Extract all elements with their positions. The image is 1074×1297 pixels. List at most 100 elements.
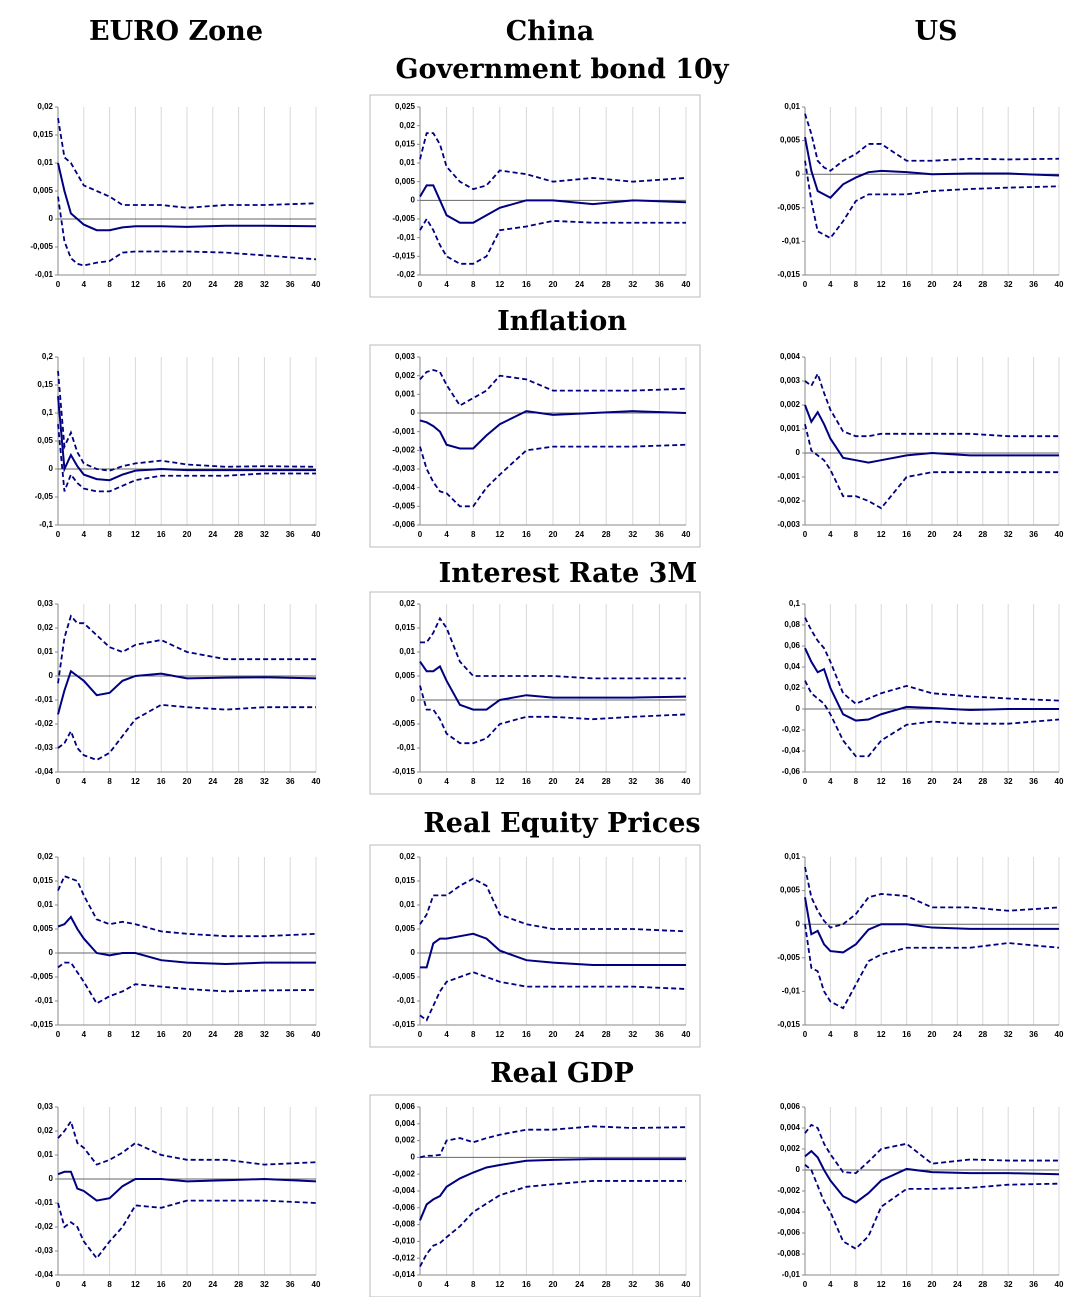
y-tick-label: -0,01 — [782, 987, 801, 996]
x-tick-label: 32 — [260, 280, 269, 289]
y-tick-label: 0 — [49, 671, 54, 680]
x-tick-label: 36 — [1029, 530, 1038, 539]
panel-frame — [369, 591, 701, 795]
confidence-band-line — [57, 118, 317, 209]
confidence-band-line — [419, 685, 687, 745]
confidence-band-line — [804, 617, 1060, 705]
y-tick-label: -0,015 — [777, 270, 800, 279]
y-tick-label: -0,01 — [35, 996, 54, 1005]
response-line — [419, 184, 687, 224]
x-tick-label: 4 — [828, 530, 833, 539]
y-tick-label: -0,005 — [392, 214, 415, 223]
y-tick-label: -0,012 — [392, 1253, 415, 1262]
y-tick-label: -0,015 — [30, 1020, 53, 1029]
panel: 0 4 8 12 16 20 24 28 32 36 40 -0,003 -0,002 -0,001 0 0,… — [777, 352, 1064, 539]
x-tick-label: 16 — [157, 777, 166, 786]
y-tick-label: 0,005 — [395, 177, 416, 186]
x-tick-label: 20 — [183, 777, 192, 786]
y-tick-label: 0,004 — [780, 1123, 801, 1132]
y-tick-label: 0,02 — [784, 683, 800, 692]
x-tick-label: 24 — [208, 530, 217, 539]
x-tick-label: 16 — [902, 280, 911, 289]
x-tick-label: 20 — [549, 777, 558, 786]
panel: 0 4 8 12 16 20 24 28 32 36 40 -0,006 -0,005 -0,004 -0,… — [369, 344, 701, 548]
y-tick-label: 0,015 — [395, 139, 416, 148]
y-tick-label: 0,015 — [33, 876, 54, 885]
x-tick-label: 40 — [682, 777, 691, 786]
y-tick-label: -0,006 — [392, 520, 415, 529]
x-tick-label: 0 — [56, 280, 61, 289]
y-tick-label: -0,004 — [392, 483, 415, 492]
x-tick-label: 28 — [978, 530, 987, 539]
y-tick-label: 0,03 — [37, 599, 53, 608]
x-tick-label: 24 — [575, 530, 584, 539]
x-tick-label: 0 — [56, 530, 61, 539]
y-tick-label: -0,001 — [392, 427, 415, 436]
column-title: China — [506, 16, 595, 47]
x-tick-label: 40 — [312, 1030, 321, 1039]
y-tick-label: -0,01 — [782, 1270, 801, 1279]
x-tick-label: 24 — [953, 1030, 962, 1039]
confidence-band-line — [419, 971, 687, 1022]
x-tick-label: 28 — [234, 1030, 243, 1039]
x-tick-label: 4 — [444, 1280, 449, 1289]
x-tick-label: 12 — [495, 530, 504, 539]
confidence-band-line — [419, 443, 687, 508]
x-tick-label: 40 — [682, 530, 691, 539]
x-tick-label: 16 — [522, 1280, 531, 1289]
x-tick-label: 20 — [928, 1030, 937, 1039]
y-tick-label: -0,008 — [392, 1220, 415, 1229]
panel: 0 4 8 12 16 20 24 28 32 36 40 -0,1 -0,05 0 0,05 0,1 0,15… — [35, 352, 321, 539]
y-tick-label: 0,005 — [780, 886, 801, 895]
y-tick-label: 0,05 — [37, 436, 53, 445]
y-tick-label: -0,004 — [392, 1186, 415, 1195]
y-tick-label: 0,01 — [399, 158, 415, 167]
y-tick-label: -0,03 — [35, 1246, 54, 1255]
x-tick-label: 40 — [1055, 1280, 1064, 1289]
x-tick-label: 24 — [953, 280, 962, 289]
response-line — [804, 404, 1059, 464]
x-tick-label: 40 — [1055, 530, 1064, 539]
x-tick-label: 36 — [286, 530, 295, 539]
x-tick-label: 16 — [522, 777, 531, 786]
x-tick-label: 28 — [978, 1280, 987, 1289]
y-tick-label: 0,001 — [780, 424, 801, 433]
x-tick-label: 36 — [655, 280, 664, 289]
y-tick-label: -0,01 — [35, 270, 54, 279]
y-tick-label: -0,002 — [777, 1186, 800, 1195]
x-tick-label: 32 — [260, 1280, 269, 1289]
x-tick-label: 4 — [82, 777, 87, 786]
y-tick-label: 0,02 — [37, 623, 53, 632]
y-tick-label: 0,02 — [37, 1126, 53, 1135]
x-tick-label: 36 — [655, 530, 664, 539]
panel: 0 4 8 12 16 20 24 28 32 36 40 -0,014 -0,012 -0,010 -0,… — [369, 1094, 701, 1297]
x-tick-label: 40 — [1055, 777, 1064, 786]
response-line — [804, 897, 1059, 954]
row-title: Real GDP — [490, 1058, 634, 1089]
y-tick-label: -0,005 — [392, 972, 415, 981]
row-title: Inflation — [497, 306, 627, 337]
x-tick-label: 12 — [495, 1280, 504, 1289]
y-tick-label: 0,1 — [789, 599, 801, 608]
x-tick-label: 4 — [828, 777, 833, 786]
y-tick-label: 0 — [796, 919, 801, 928]
x-tick-label: 8 — [471, 1280, 476, 1289]
y-tick-label: 0,01 — [37, 158, 53, 167]
x-tick-label: 12 — [131, 1030, 140, 1039]
panel: 0 4 8 12 16 20 24 28 32 36 40 -0,02 -0,015 -0,01 -0,00… — [369, 94, 701, 298]
row-title: Real Equity Prices — [423, 808, 700, 839]
y-tick-label: 0,015 — [33, 130, 54, 139]
panel: 0 4 8 12 16 20 24 28 32 36 40 -0,015 -0,01 -0,005 0 0,0… — [369, 844, 701, 1048]
x-tick-label: 28 — [602, 530, 611, 539]
y-tick-label: 0,2 — [42, 352, 54, 361]
x-tick-label: 8 — [854, 280, 859, 289]
response-line — [57, 1170, 317, 1202]
x-tick-label: 16 — [902, 1030, 911, 1039]
x-tick-label: 8 — [471, 777, 476, 786]
y-tick-label: 0,01 — [399, 647, 415, 656]
x-tick-label: 16 — [522, 530, 531, 539]
x-tick-label: 12 — [131, 1280, 140, 1289]
y-tick-label: -0,004 — [777, 1207, 800, 1216]
y-tick-label: 0,08 — [784, 620, 800, 629]
